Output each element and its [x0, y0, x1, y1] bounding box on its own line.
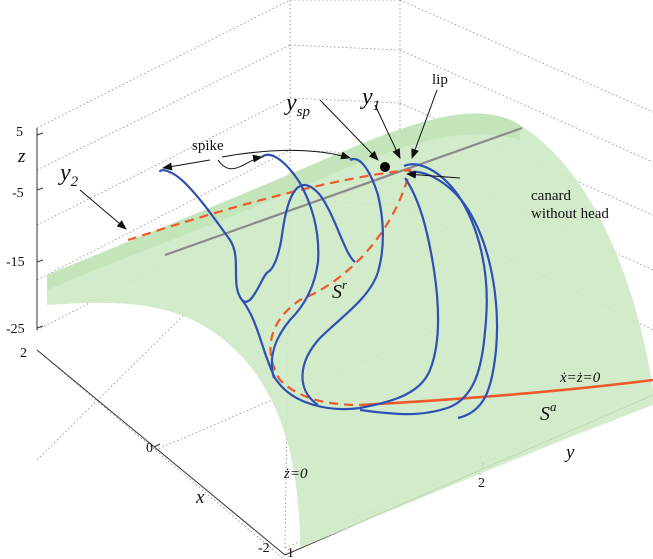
spike-label: spike: [192, 138, 224, 154]
canard-label-line2: without head: [531, 206, 609, 222]
xz-nullcline-label: ẋ=ż=0: [559, 370, 601, 386]
y-tick-1: 1: [287, 546, 294, 559]
z-nullcline-label: ż=0: [283, 466, 308, 482]
z-tick--5: -5: [12, 186, 24, 201]
repelling-branch-sr: [127, 168, 412, 407]
y-axis-label: y: [564, 442, 575, 463]
y-tick-labels: 1 2: [287, 476, 485, 559]
sa-label: Sa: [540, 399, 557, 425]
canard-orbits: [158, 153, 499, 420]
surface-top-band: [47, 113, 520, 290]
y-tick-2: 2: [478, 476, 485, 491]
z-tick-5: 5: [16, 125, 23, 140]
lip-label: lip: [432, 72, 448, 88]
point-y1-marker: [380, 162, 390, 172]
x-axis-label: x: [195, 487, 205, 508]
y2-label: y2: [58, 160, 79, 190]
y1-label: y1: [360, 84, 380, 114]
x-tick--2: -2: [258, 541, 270, 556]
sr-label: Sr: [332, 277, 348, 303]
attracting-branch-sa: [359, 378, 653, 407]
z-axis-label: z: [17, 146, 26, 167]
y-sp-label: ysp: [284, 90, 310, 120]
x-tick-2: 2: [20, 346, 27, 361]
z-tick--15: -15: [6, 255, 25, 270]
z-tick-labels: 5 -5 -15 -25: [6, 125, 25, 337]
canard-label-line1: canard: [531, 188, 571, 204]
z-tick--25: -25: [6, 322, 25, 337]
x-tick-0: 0: [146, 441, 153, 456]
annotation-arrows: [79, 89, 461, 230]
x-tick-labels: 2 0 -2: [20, 346, 270, 556]
